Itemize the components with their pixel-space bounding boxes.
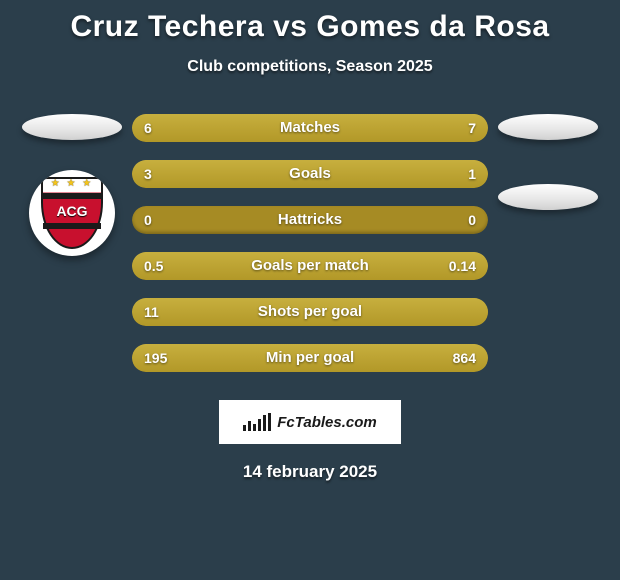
crest-stars-icon: ★ ★ ★ — [29, 178, 115, 189]
stat-bar: Goals3 1 — [132, 160, 488, 188]
stat-left-value: 0.5 — [144, 252, 163, 280]
stat-bar: Min per goal195 864 — [132, 344, 488, 372]
stat-right-value: 864 — [453, 344, 476, 372]
stat-right-value: 1 — [468, 160, 476, 188]
stat-bar: Hattricks0 0 — [132, 206, 488, 234]
brand-text: FcTables.com — [277, 414, 376, 431]
stat-bar: Shots per goal11 — [132, 298, 488, 326]
left-side-badges: ACG ★ ★ ★ — [12, 114, 132, 256]
stat-bar: Goals per match0.5 0.14 — [132, 252, 488, 280]
stat-right-value: 7 — [468, 114, 476, 142]
page-title: Cruz Techera vs Gomes da Rosa — [70, 10, 549, 44]
right-club-avatar-placeholder — [498, 184, 598, 210]
brand-badge: FcTables.com — [219, 400, 401, 444]
stat-bar: Matches6 7 — [132, 114, 488, 142]
stat-left-value: 0 — [144, 206, 152, 234]
crest-initials: ACG — [43, 203, 101, 219]
stat-right-value: 0 — [468, 206, 476, 234]
stat-label: Goals per match — [132, 252, 488, 280]
stat-label: Min per goal — [132, 344, 488, 372]
date-label: 14 february 2025 — [243, 462, 377, 482]
right-side-badges — [488, 114, 608, 240]
left-player-avatar-placeholder — [22, 114, 122, 140]
subtitle: Club competitions, Season 2025 — [187, 58, 432, 76]
brand-bars-icon — [243, 413, 271, 431]
stat-left-value: 11 — [144, 298, 159, 326]
left-club-crest: ACG ★ ★ ★ — [29, 170, 115, 256]
comparison-panel: ACG ★ ★ ★ Matches6 7 Goals3 1 Hattricks0 0 Goa… — [0, 114, 620, 372]
stat-label: Hattricks — [132, 206, 488, 234]
stat-right-value: 0.14 — [449, 252, 476, 280]
stat-label: Shots per goal — [132, 298, 488, 326]
stat-label: Goals — [132, 160, 488, 188]
stat-left-value: 3 — [144, 160, 152, 188]
stat-left-value: 195 — [144, 344, 167, 372]
right-player-avatar-placeholder — [498, 114, 598, 140]
stat-left-value: 6 — [144, 114, 152, 142]
stats-bars: Matches6 7 Goals3 1 Hattricks0 0 Goals per mat… — [132, 114, 488, 372]
stat-label: Matches — [132, 114, 488, 142]
